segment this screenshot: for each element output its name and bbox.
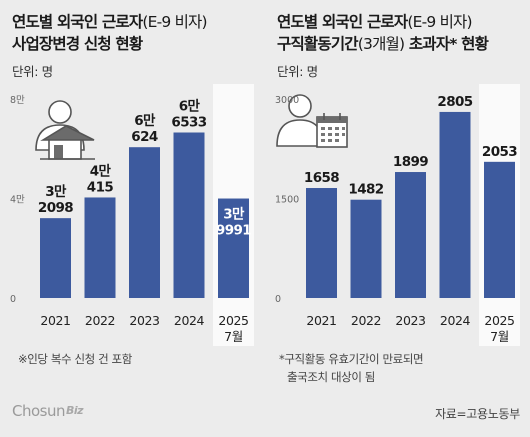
bar-2023 — [395, 172, 426, 298]
data-label-2023: 6만 — [134, 113, 156, 129]
right-chart-panel: 연도별 외국인 근로자(E-9 비자) 구직활동기간(3개월) 초과자* 현황 … — [265, 0, 530, 437]
x-tick-label: 2021 — [40, 313, 70, 328]
data-label-2021: 1658 — [304, 170, 339, 186]
x-tick-label: 2025 — [484, 313, 514, 328]
right-chart-title-line1: 연도별 외국인 근로자(E-9 비자) — [277, 13, 473, 31]
x-tick-label: 2022 — [351, 313, 381, 328]
person-calendar-icon — [276, 94, 348, 148]
data-label-2021: 2098 — [38, 200, 73, 216]
left-chart-panel: 연도별 외국인 근로자(E-9 비자) 사업장변경 신청 현황 단위: 명 0 4… — [10, 13, 254, 366]
data-label-2023: 624 — [131, 129, 158, 145]
x-tick-label: 2022 — [85, 313, 115, 328]
data-label-2022: 1482 — [348, 182, 383, 198]
y-tick-label: 8만 — [10, 95, 25, 106]
data-label-2022: 415 — [87, 179, 114, 195]
bar-2023 — [129, 147, 160, 298]
bar-2021 — [306, 188, 337, 298]
y-tick-label: 4만 — [10, 195, 25, 206]
y-tick-label: 1500 — [275, 195, 299, 206]
x-tick-label: 2024 — [440, 313, 471, 328]
bar-2025 — [484, 161, 515, 298]
left-chart-footnote: ※인당 복수 신청 건 포함 — [18, 352, 132, 366]
x-tick-label: 2025 — [218, 313, 248, 328]
right-bar-chart: 0 1500 3000 1658 2021 1482 2022 1899 2023 2805 202… — [275, 84, 520, 346]
data-label-2025: 2053 — [482, 144, 517, 160]
x-tick-sublabel: 7월 — [224, 329, 243, 344]
right-chart-title-line2: 구직활동기간(3개월) 초과자* 현황 — [277, 35, 489, 53]
bar-2024 — [173, 132, 205, 298]
data-label-2025: 3만 — [223, 207, 245, 223]
x-tick-sublabel: 7월 — [490, 329, 509, 344]
person-house-icon — [35, 100, 95, 160]
y-tick-label: 0 — [275, 294, 281, 305]
data-source: 자료=고용노동부 — [435, 407, 520, 421]
bar-2022 — [84, 197, 116, 298]
data-label-2024: 2805 — [437, 94, 472, 110]
bar-2021 — [40, 218, 71, 298]
x-tick-label: 2023 — [129, 313, 159, 328]
bar-2022 — [350, 199, 382, 298]
data-label-2024: 6533 — [171, 114, 206, 130]
data-label-2021: 3만 — [45, 184, 67, 200]
chosunbiz-logo: ChosunBiz — [12, 402, 84, 420]
bar-2025 — [218, 198, 249, 298]
data-label-2022: 4만 — [90, 163, 112, 179]
right-chart-footnote-line2: 출국조치 대상이 됨 — [287, 370, 375, 384]
data-label-2023: 1899 — [393, 154, 428, 170]
left-bar-chart: 04만8만3만209820214만41520226만62420236만65332… — [10, 84, 254, 346]
left-chart-title-line2: 사업장변경 신청 현황 — [12, 35, 143, 53]
bar-2024 — [439, 111, 471, 298]
data-label-2025: 9991 — [216, 223, 251, 239]
y-tick-label: 0 — [10, 294, 16, 305]
right-chart-unit: 단위: 명 — [277, 64, 318, 79]
x-tick-label: 2023 — [395, 313, 425, 328]
left-chart-title-line1: 연도별 외국인 근로자(E-9 비자) — [12, 13, 208, 31]
x-tick-label: 2021 — [306, 313, 336, 328]
x-tick-label: 2024 — [174, 313, 205, 328]
left-chart-unit: 단위: 명 — [12, 64, 53, 79]
data-label-2024: 6만 — [179, 98, 201, 114]
y-tick-label: 3000 — [275, 95, 299, 106]
right-chart-footnote-line1: *구직활동 유효기간이 만료되면 — [279, 352, 424, 366]
